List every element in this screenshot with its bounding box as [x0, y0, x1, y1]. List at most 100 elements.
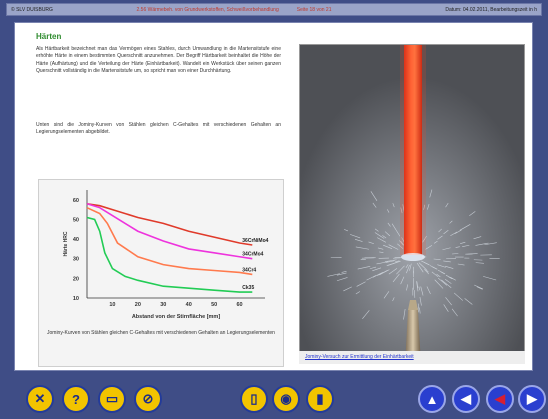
next-icon: ▶: [527, 391, 537, 406]
water-spray-streak: [384, 259, 397, 263]
water-spray-streak: [372, 267, 382, 272]
video-icon: ◉: [280, 391, 292, 406]
water-spray-streak: [427, 203, 430, 210]
water-spray-streak: [416, 281, 419, 289]
water-spray-streak: [459, 224, 471, 231]
water-spray-streak: [473, 236, 482, 240]
y-tick-label: 10: [73, 296, 79, 302]
up-button[interactable]: ▲: [418, 385, 446, 413]
water-spray-streak: [391, 223, 398, 233]
water-spray-streak: [416, 262, 424, 273]
water-spray-streak: [443, 304, 449, 312]
water-spray-streak: [399, 240, 404, 245]
series-label: 34Cr4: [242, 267, 256, 273]
water-spray-streak: [445, 297, 452, 306]
water-spray-streak: [400, 276, 405, 285]
water-spray-streak: [437, 235, 443, 240]
y-tick-label: 30: [73, 257, 79, 263]
water-spray-streak: [405, 264, 409, 268]
water-spray-streak: [431, 271, 439, 278]
water-spray-streak: [464, 298, 473, 305]
header-bar: © SLV DUISBURG 2.56 Wärmebeh. von Grundw…: [6, 3, 542, 16]
water-spray-streak: [374, 228, 379, 232]
jominy-photo-illustration: [300, 45, 524, 363]
info-button[interactable]: ▮: [306, 385, 334, 413]
y-tick-label: 60: [73, 198, 79, 204]
water-spray-streak: [419, 296, 422, 306]
next-button[interactable]: ▶: [518, 385, 546, 413]
help-button[interactable]: ?: [62, 385, 90, 413]
video-button[interactable]: ◉: [272, 385, 300, 413]
water-spray-streak: [341, 271, 347, 273]
water-spray-streak: [434, 279, 444, 289]
water-spray-streak: [448, 276, 453, 280]
jominy-test-photo[interactable]: [299, 44, 525, 364]
water-spray-streak: [383, 244, 393, 249]
water-spray-streak: [483, 276, 497, 281]
water-spray-streak: [392, 273, 400, 283]
water-spray-streak: [392, 203, 395, 208]
water-spray-streak: [432, 266, 438, 270]
water-spray-streak: [362, 310, 370, 319]
x-tick-label: 10: [109, 302, 115, 308]
water-spray-streak: [423, 262, 430, 266]
water-spray-streak: [425, 269, 429, 273]
water-spray-streak: [444, 279, 452, 284]
water-spray-streak: [422, 236, 427, 242]
water-spray-streak: [379, 251, 384, 253]
x-tick-label: 50: [211, 302, 217, 308]
water-spray-streak: [460, 241, 466, 244]
close-button[interactable]: ✕: [26, 385, 54, 413]
module-title-text: 2.56 Wärmebeh. von Grundwerkstoffen, Sch…: [136, 6, 279, 13]
water-spray-streak: [449, 220, 453, 224]
water-spray-streak: [336, 272, 347, 276]
close-icon: ✕: [34, 391, 46, 406]
water-spray-streak: [437, 277, 448, 286]
x-tick-label: 40: [186, 302, 192, 308]
info-icon: ▮: [316, 391, 324, 406]
water-spray-streak: [368, 241, 374, 245]
notes-button[interactable]: ▯: [240, 385, 268, 413]
series-label: 36CrNiMo4: [242, 238, 268, 244]
water-spray-streak: [453, 292, 464, 301]
water-spray-streak: [455, 246, 460, 248]
back-button[interactable]: ◀: [486, 385, 514, 413]
prev-button[interactable]: ◀: [452, 385, 480, 413]
water-spray-streak: [344, 229, 349, 232]
photo-caption-link[interactable]: Jominy-Versuch zur Ermittlung der Einhär…: [299, 351, 525, 364]
up-icon: ▲: [425, 391, 439, 407]
series-label: Ck35: [242, 285, 254, 291]
water-spray-streak: [437, 264, 446, 268]
water-spray-streak: [392, 297, 395, 302]
chart-caption: Jominy-Kurven von Stählen gleichen C-Geh…: [47, 330, 275, 336]
water-spray-streak: [376, 261, 389, 265]
water-spray-streak: [451, 308, 458, 317]
water-spray-streak: [475, 262, 484, 264]
back-icon: ◀: [495, 391, 505, 406]
water-spray-streak: [396, 265, 405, 275]
jominy-paragraph: Unten sind die Jominy-Kurven von Stählen…: [36, 122, 281, 136]
print-button[interactable]: ▭: [98, 385, 126, 413]
link-button[interactable]: ⊘: [134, 385, 162, 413]
water-spray-streak: [372, 271, 384, 278]
water-spray-streak: [442, 247, 451, 251]
x-tick-label: 60: [237, 302, 243, 308]
water-spray-streak: [419, 307, 421, 314]
water-spray-streak: [355, 246, 370, 250]
water-spray-streak: [441, 279, 452, 289]
water-spray-streak: [379, 269, 390, 276]
water-spray-streak: [372, 202, 377, 208]
water-spray-streak: [343, 286, 352, 292]
water-spray-streak: [400, 207, 403, 214]
water-spray-streak: [423, 204, 426, 210]
y-tick-label: 50: [73, 217, 79, 223]
water-spray-streak: [383, 291, 390, 299]
series-line-36CrNiMo4: [86, 202, 253, 246]
water-spray-streak: [476, 286, 483, 290]
water-spray-streak: [454, 229, 462, 234]
water-spray-streak: [474, 284, 484, 290]
water-spray-streak: [445, 202, 449, 208]
copyright-label: © SLV DUISBURG: [11, 6, 53, 13]
y-tick-label: 20: [73, 276, 79, 282]
